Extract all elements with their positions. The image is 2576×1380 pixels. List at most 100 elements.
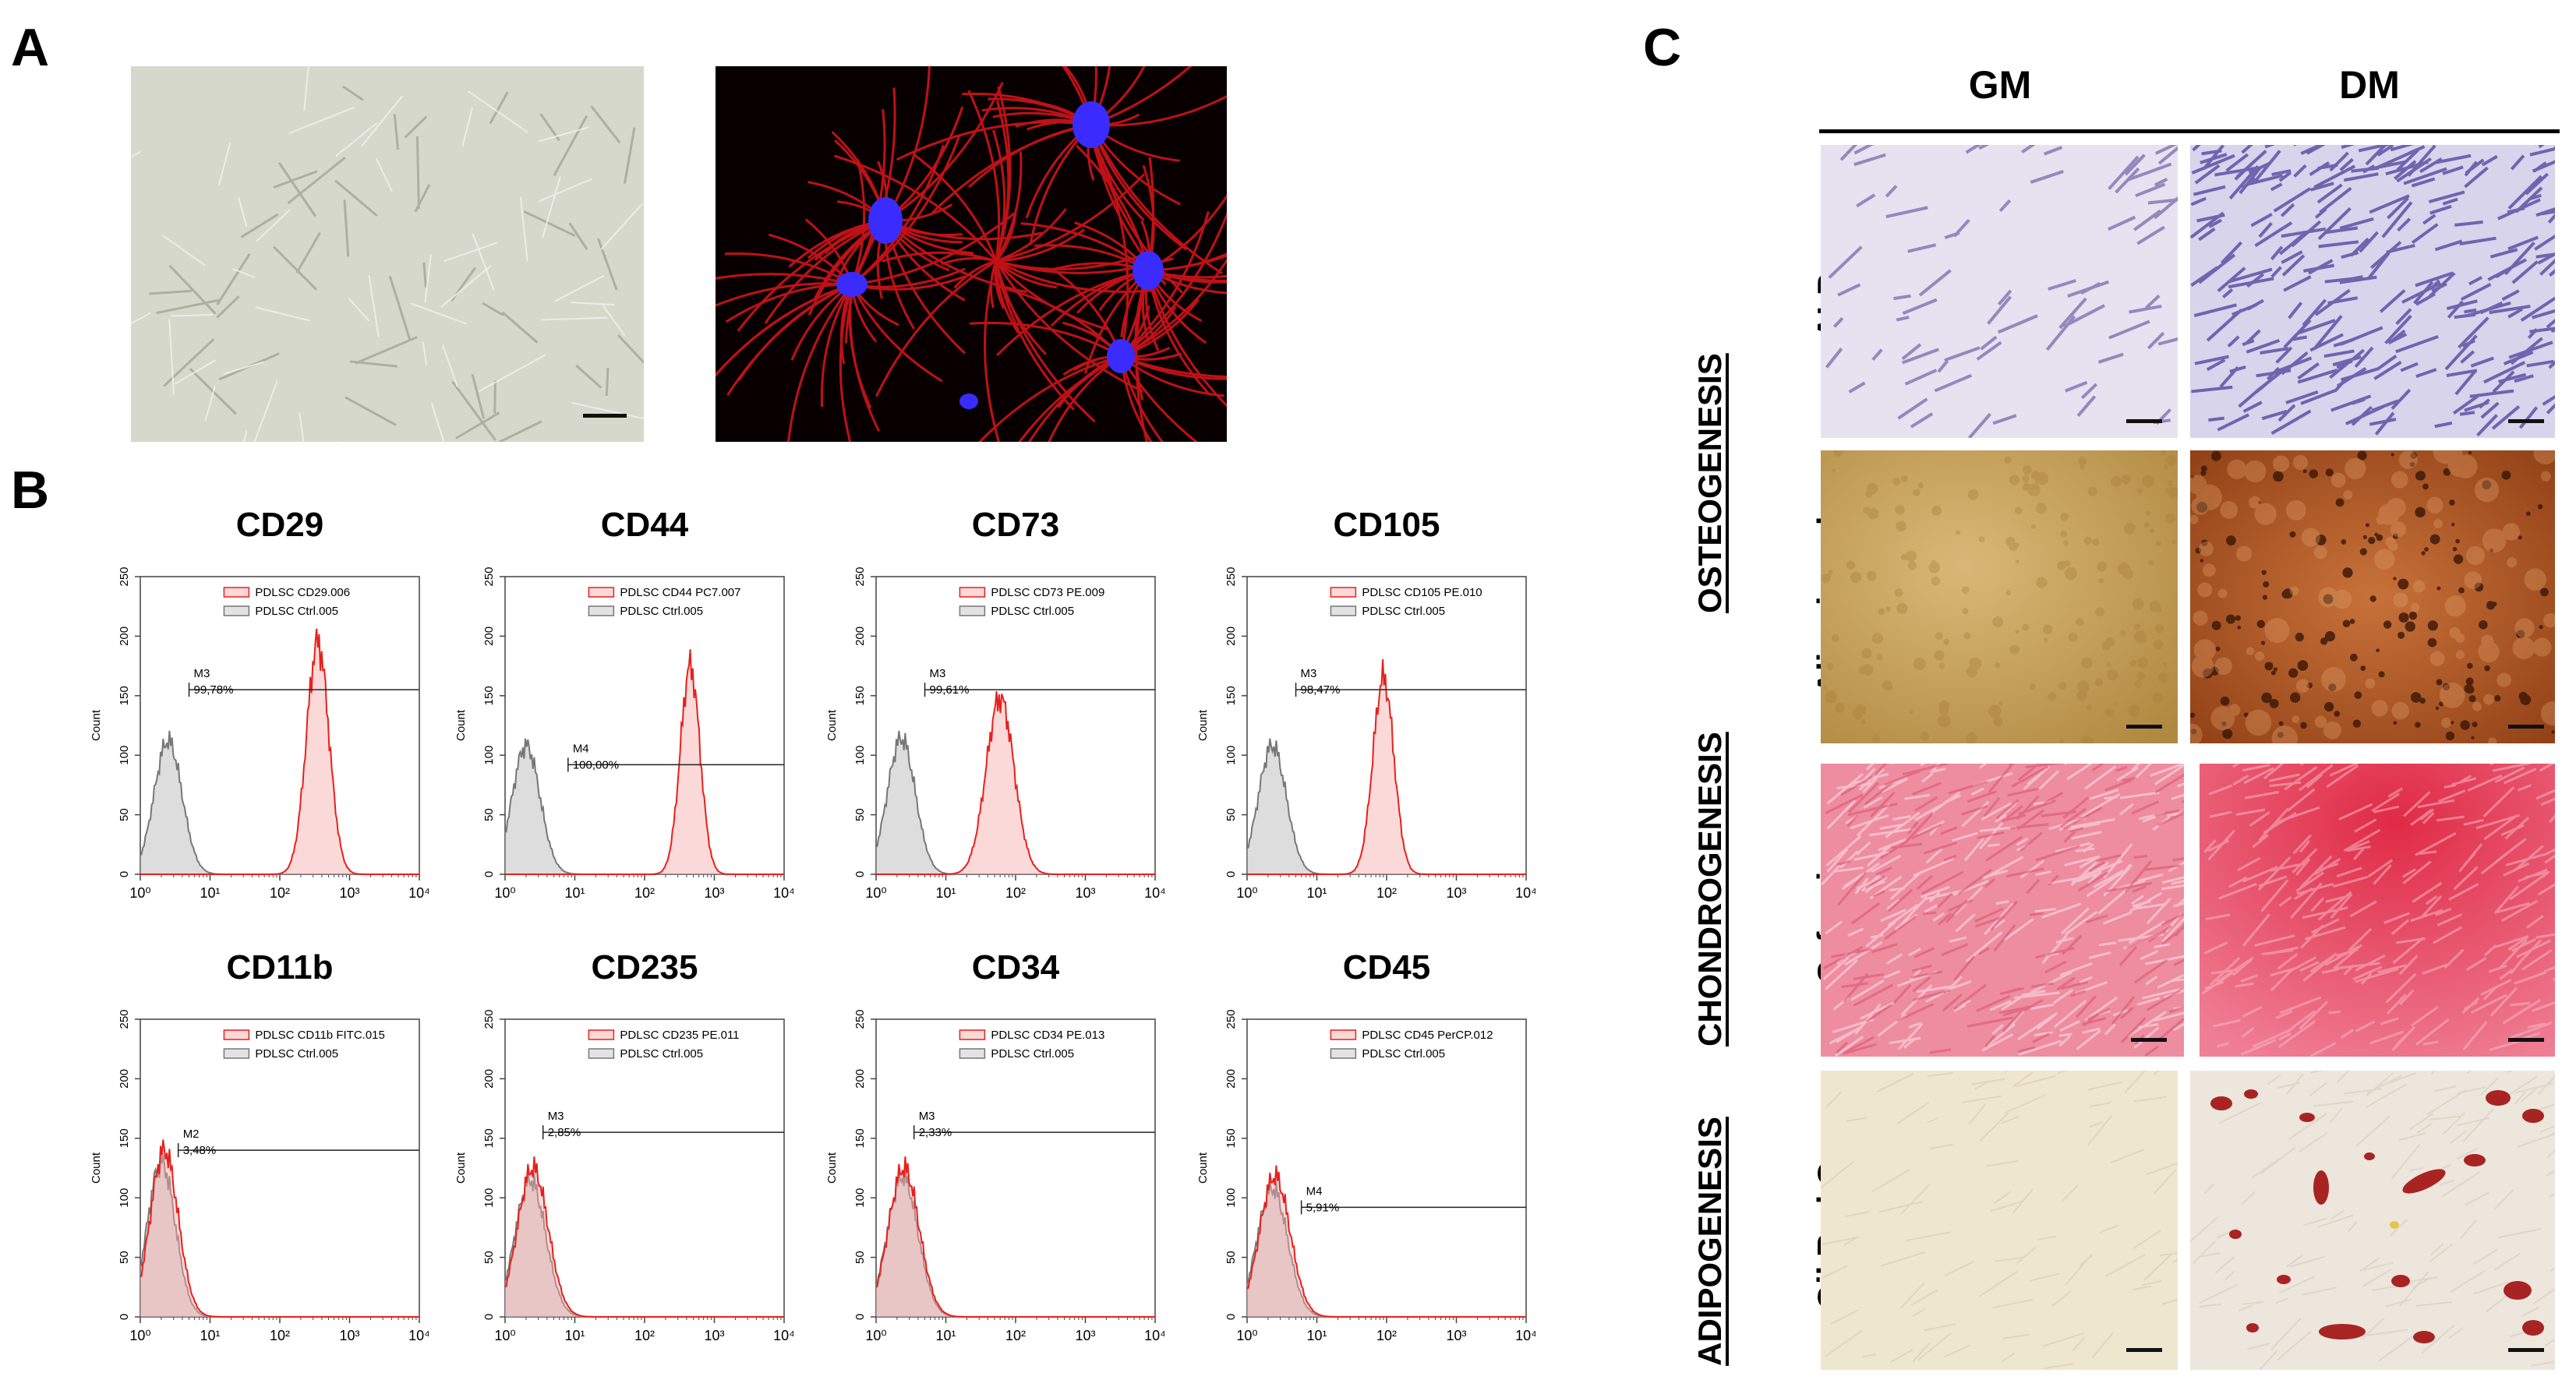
series-marker xyxy=(1247,658,1526,875)
y-tick-label: 200 xyxy=(118,626,131,646)
y-tick-label: 250 xyxy=(853,566,867,586)
histogram-cd45: CD45 0 50 100 150 200 250 Count 10⁰ 10¹ 10² 10³ 10⁴ M… xyxy=(1169,941,1535,1362)
y-tick-label: 100 xyxy=(118,1188,131,1208)
header-divider xyxy=(1819,129,2560,133)
legend-label-marker: PDLSC CD29.006 xyxy=(255,586,350,599)
series-ctrl-fill xyxy=(1247,738,1526,874)
y-tick-label: 50 xyxy=(118,808,131,821)
safranin-gm-image xyxy=(1821,764,2184,1057)
series-ctrl-fill xyxy=(505,1171,784,1317)
legend-label-marker: PDLSC CD45 PerCP.012 xyxy=(1362,1029,1493,1042)
y-tick-label: 100 xyxy=(482,746,496,765)
legend-label-marker: PDLSC CD11b FITC.015 xyxy=(255,1029,384,1042)
scale-bar xyxy=(2508,419,2544,423)
scale-bar xyxy=(2508,1038,2544,1042)
x-tick-label: 10⁴ xyxy=(408,1328,429,1343)
gate-percent: 100,00% xyxy=(573,758,619,771)
y-tick-label: 50 xyxy=(118,1251,131,1264)
histogram-cd235: CD235 0 50 100 150 200 250 Count 10⁰ 10¹ 10² 10³ 10⁴… xyxy=(427,941,793,1362)
x-tick-label: 10² xyxy=(1376,1328,1397,1343)
legend-swatch-marker xyxy=(588,1029,615,1040)
histogram-cd73: CD73 0 50 100 150 200 250 Count 10⁰ 10¹ 10² 10³ 10⁴ M… xyxy=(798,499,1164,919)
y-tick-label: 150 xyxy=(118,686,131,705)
y-tick-label: 50 xyxy=(482,808,496,821)
histogram-cd11b: CD11b 0 50 100 150 200 250 Count 10⁰ 10¹ 10² 10³ 10⁴… xyxy=(62,941,429,1362)
y-tick-label: 150 xyxy=(1224,1128,1238,1148)
y-tick-label: 200 xyxy=(853,1069,867,1089)
y-tick-label: 200 xyxy=(1224,626,1238,646)
legend-swatch-marker xyxy=(1330,1029,1357,1040)
y-tick-label: 150 xyxy=(853,1128,867,1148)
y-axis-label: Count xyxy=(825,709,839,741)
chart-title: CD105 xyxy=(1334,506,1440,544)
gate-percent: 99,61% xyxy=(930,683,970,697)
x-tick-label: 10² xyxy=(270,1328,290,1343)
legend-label-ctrl: PDLSC Ctrl.005 xyxy=(620,1047,703,1061)
scale-bar xyxy=(2126,1348,2162,1352)
x-tick-label: 10⁰ xyxy=(865,885,886,901)
series-marker xyxy=(505,649,784,875)
legend-label-ctrl: PDLSC Ctrl.005 xyxy=(255,605,338,618)
legend-swatch-marker xyxy=(588,587,615,598)
x-tick-label: 10³ xyxy=(704,885,724,901)
scale-bar xyxy=(2508,1348,2544,1352)
series-ctrl-fill xyxy=(1247,1181,1526,1317)
series-ctrl-fill xyxy=(140,730,419,874)
x-tick-label: 10² xyxy=(634,1328,655,1343)
y-axis-label: Count xyxy=(454,1152,468,1184)
y-tick-label: 150 xyxy=(853,686,867,705)
x-tick-label: 10⁰ xyxy=(494,885,515,901)
scale-bar xyxy=(583,414,627,418)
x-tick-label: 10⁰ xyxy=(865,1328,886,1343)
column-header-gm: GM xyxy=(1968,63,2032,107)
y-tick-label: 100 xyxy=(482,1188,496,1208)
x-tick-label: 10¹ xyxy=(1306,1328,1327,1343)
legend-label-marker: PDLSC CD235 PE.011 xyxy=(620,1029,739,1042)
legend-label-ctrl: PDLSC Ctrl.005 xyxy=(1362,605,1445,618)
series-marker-fill xyxy=(876,1156,1155,1317)
x-tick-label: 10⁰ xyxy=(1236,1328,1257,1343)
y-tick-label: 250 xyxy=(482,1009,496,1029)
alp-gm-image xyxy=(1821,145,2178,438)
legend-swatch-ctrl xyxy=(959,605,986,616)
gate-percent: 2,33% xyxy=(919,1126,952,1139)
series-ctrl-fill xyxy=(876,731,1155,874)
x-tick-label: 10² xyxy=(1376,885,1397,901)
chart-title: CD34 xyxy=(972,948,1060,986)
legend-swatch-ctrl xyxy=(588,605,615,616)
legend-swatch-ctrl xyxy=(588,1048,615,1059)
x-tick-label: 10⁴ xyxy=(408,885,429,901)
x-tick-label: 10³ xyxy=(1075,1328,1095,1343)
scale-bar xyxy=(2126,419,2162,423)
x-tick-label: 10⁴ xyxy=(773,1328,793,1343)
series-marker xyxy=(140,628,419,875)
brightfield-image xyxy=(131,66,644,442)
x-tick-label: 10⁴ xyxy=(1515,885,1535,901)
y-tick-label: 0 xyxy=(118,871,131,877)
x-tick-label: 10² xyxy=(270,885,290,901)
y-tick-label: 0 xyxy=(1224,1314,1238,1320)
column-header-dm: DM xyxy=(2339,63,2400,107)
oil-red-o-gm-image xyxy=(1821,1071,2178,1370)
series-marker xyxy=(504,1156,784,1318)
scale-bar xyxy=(2508,725,2544,729)
x-tick-label: 10⁴ xyxy=(1144,1328,1164,1343)
chart-title: CD235 xyxy=(592,948,698,986)
series-marker xyxy=(140,1139,419,1318)
gate-percent: 2,85% xyxy=(548,1126,581,1139)
series-ctrl-fill xyxy=(140,1153,419,1317)
gate-name: M3 xyxy=(194,667,210,680)
y-tick-label: 250 xyxy=(482,566,496,586)
series-marker xyxy=(875,1156,1155,1318)
histogram-cd105: CD105 0 50 100 150 200 250 Count 10⁰ 10¹ 10² 10³ 10⁴… xyxy=(1169,499,1535,919)
gate-name: M3 xyxy=(919,1110,935,1123)
histogram-cd29: CD29 0 50 100 150 200 250 Count 10⁰ 10¹ 10² 10³ 10⁴ M… xyxy=(62,499,429,919)
x-tick-label: 10³ xyxy=(339,1328,359,1343)
y-tick-label: 50 xyxy=(1224,1251,1238,1264)
legend-label-ctrl: PDLSC Ctrl.005 xyxy=(1362,1047,1445,1061)
x-tick-label: 10¹ xyxy=(1306,885,1327,901)
legend-label-ctrl: PDLSC Ctrl.005 xyxy=(620,605,703,618)
y-axis-label: Count xyxy=(1196,1152,1210,1184)
series-marker-fill xyxy=(1247,1165,1526,1317)
y-tick-label: 50 xyxy=(482,1251,496,1264)
